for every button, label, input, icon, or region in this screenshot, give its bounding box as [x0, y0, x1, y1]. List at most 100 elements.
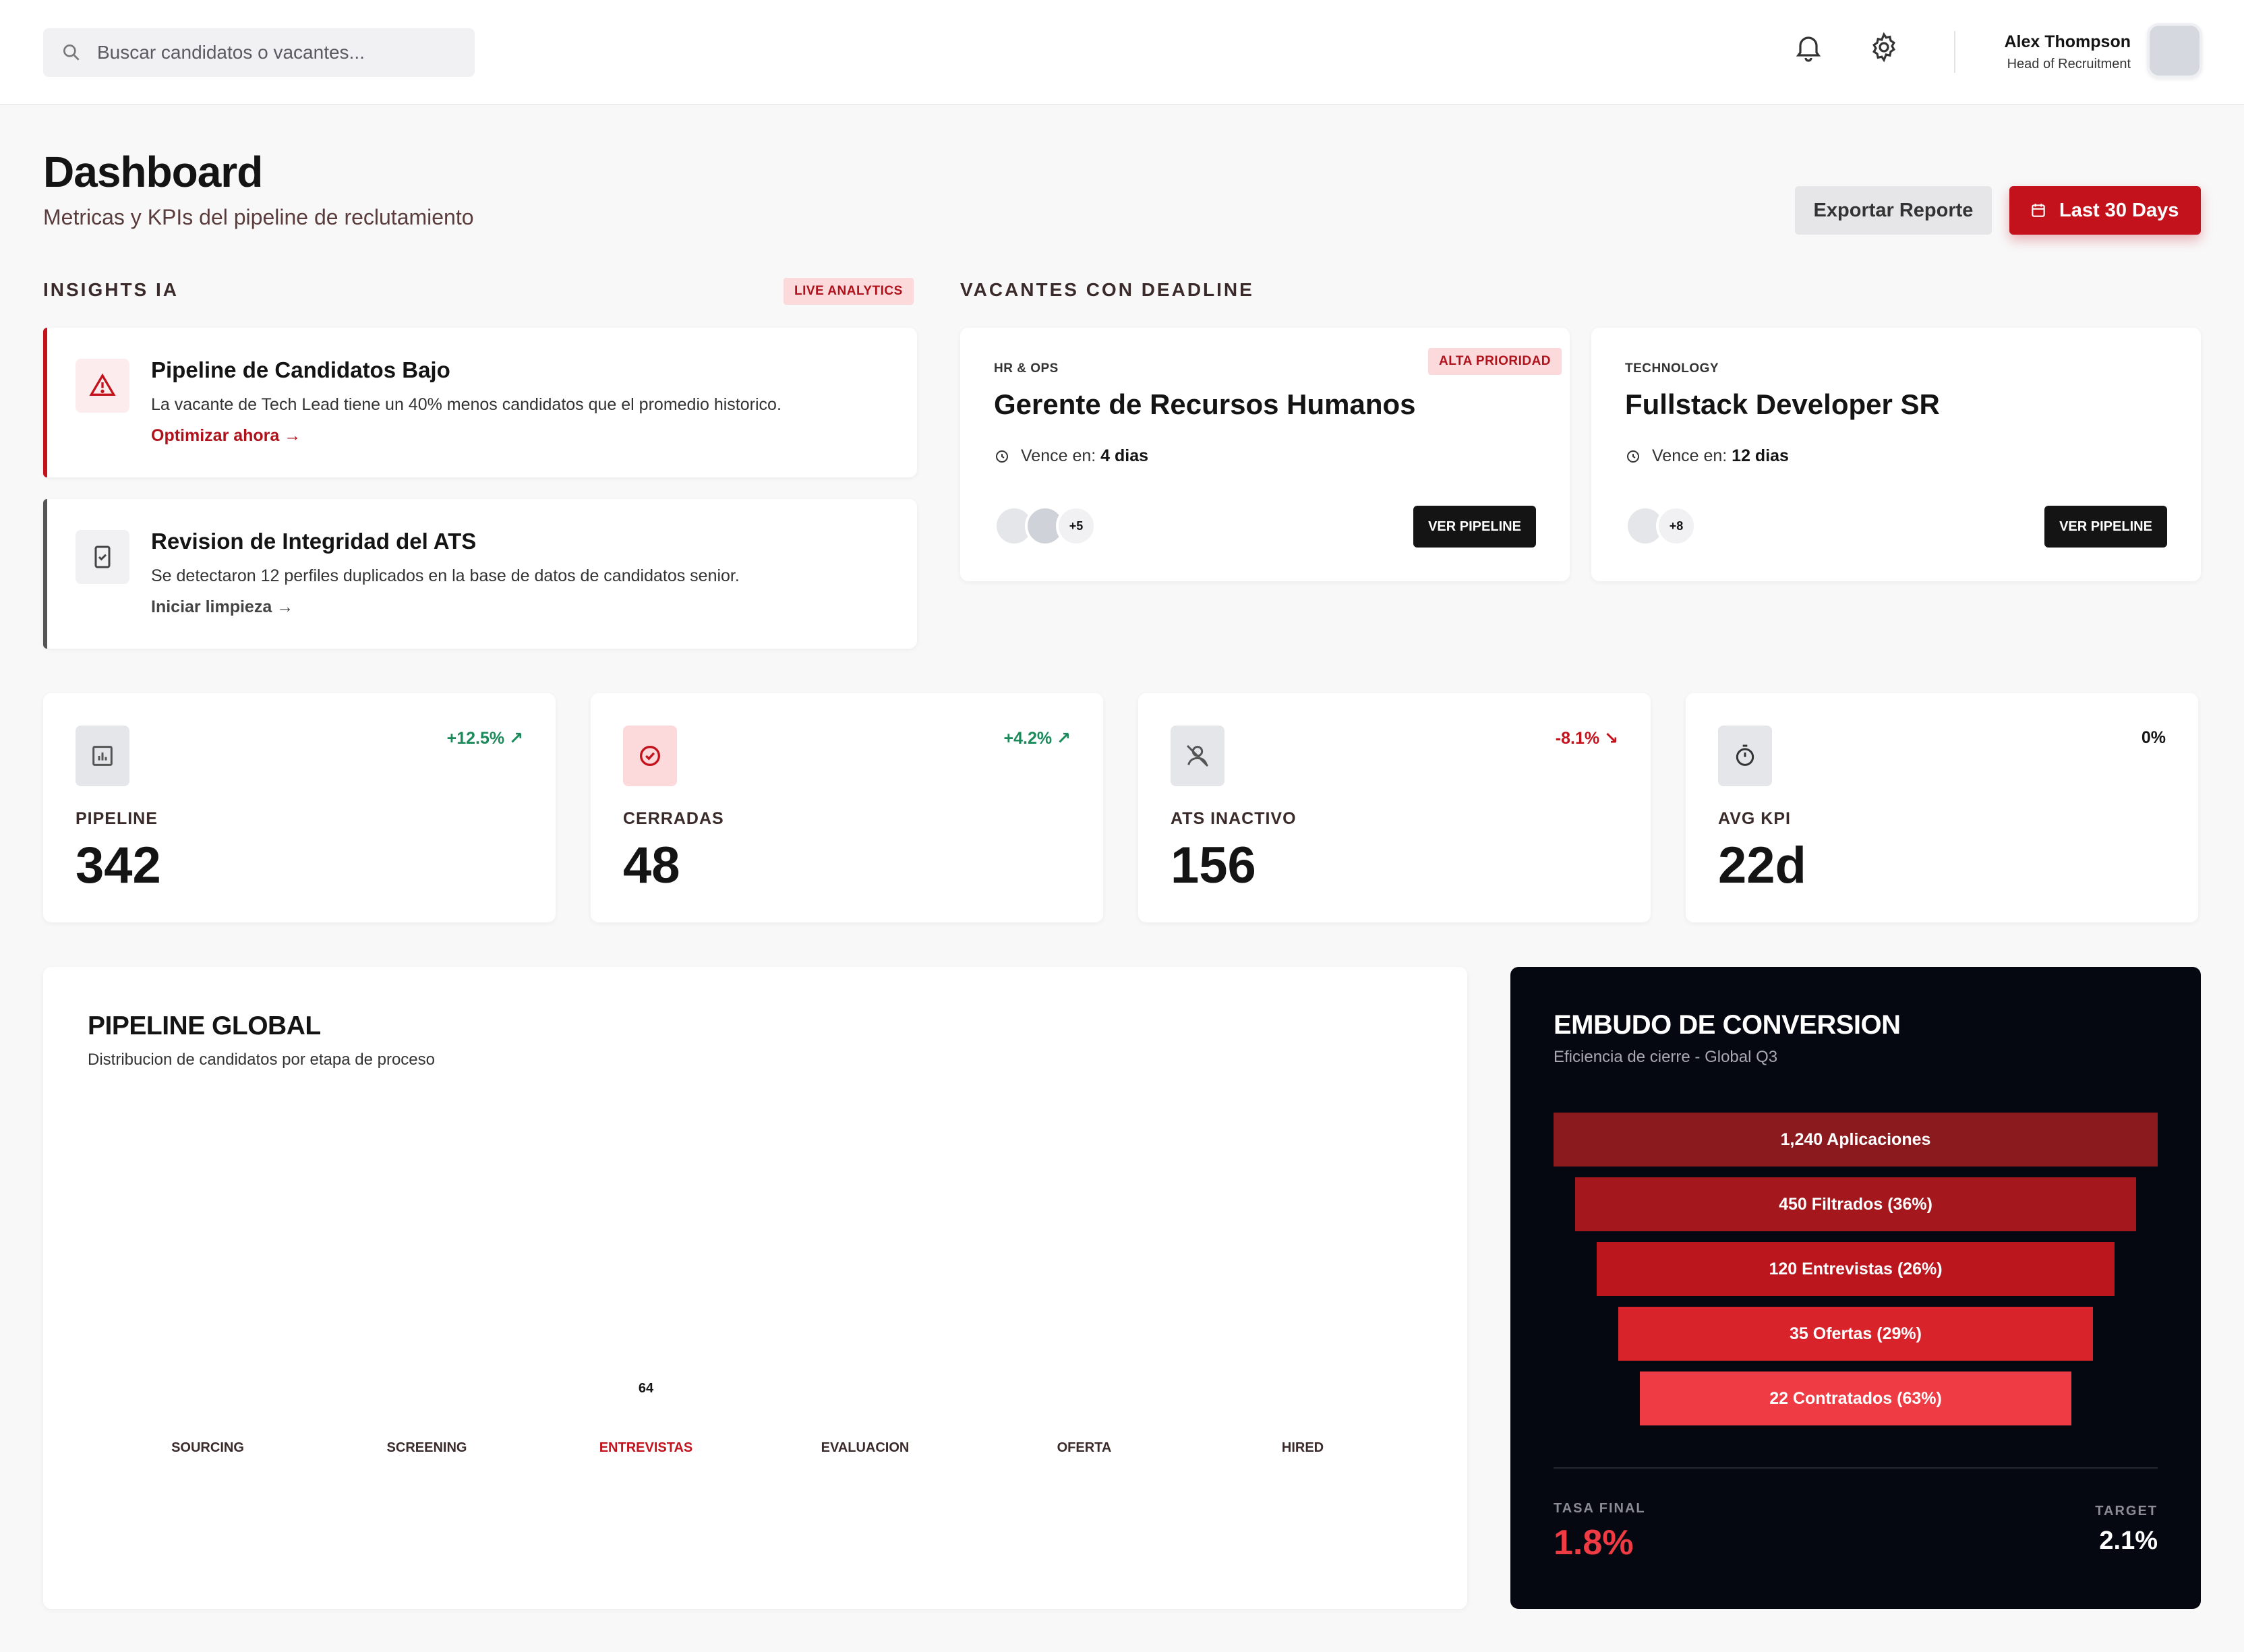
- top-header: Alex Thompson Head of Recruitment: [0, 0, 2244, 105]
- view-pipeline-button[interactable]: VER PIPELINE: [2044, 506, 2167, 548]
- kpi-change-value: -8.1%: [1555, 729, 1600, 748]
- kpi-label: ATS INACTIVO: [1171, 809, 1297, 828]
- insight-description: La vacante de Tech Lead tiene un 40% men…: [151, 395, 781, 414]
- trend-up-icon: ↗: [509, 729, 523, 748]
- insight-icon-box: [76, 530, 129, 584]
- kpi-change-value: 0%: [2141, 728, 2166, 747]
- funnel-step-applications: 1,240 Aplicaciones: [1554, 1113, 2158, 1167]
- kpi-change: +4.2% ↗: [1004, 728, 1071, 748]
- pipeline-subtitle: Distribucion de candidatos por etapa de …: [88, 1051, 435, 1069]
- insight-title: Pipeline de Candidatos Bajo: [151, 357, 450, 382]
- optimize-now-link[interactable]: Optimizar ahora →: [151, 426, 301, 446]
- search-bar[interactable]: [43, 28, 475, 77]
- insight-card-pipeline: Pipeline de Candidatos Bajo La vacante d…: [43, 328, 917, 477]
- funnel-divider: [1554, 1467, 2158, 1469]
- funnel-step-filtered: 450 Filtrados (36%): [1575, 1177, 2136, 1231]
- final-rate-value: 1.8%: [1554, 1523, 1634, 1562]
- start-cleanup-link[interactable]: Iniciar limpieza →: [151, 597, 293, 617]
- vacancy-department: HR & OPS: [994, 361, 1059, 376]
- insight-icon-box: [76, 359, 129, 413]
- stage-label-evaluacion[interactable]: EVALUACION: [821, 1440, 910, 1455]
- insight-title: Revision de Integridad del ATS: [151, 529, 477, 554]
- kpi-label: PIPELINE: [76, 809, 158, 828]
- conversion-funnel-card: EMBUDO DE CONVERSION Eficiencia de cierr…: [1510, 967, 2201, 1609]
- funnel-title: EMBUDO DE CONVERSION: [1554, 1010, 1901, 1040]
- stage-label-oferta[interactable]: OFERTA: [1057, 1440, 1112, 1455]
- trend-up-icon: ↗: [1057, 729, 1071, 748]
- vacancy-department: TECHNOLOGY: [1625, 361, 1719, 376]
- vacancy-due: Vence en: 12 dias: [1625, 446, 1789, 466]
- target-label: TARGET: [2095, 1504, 2158, 1518]
- gear-icon[interactable]: [1868, 31, 1900, 63]
- avatar[interactable]: [2147, 23, 2202, 78]
- user-off-icon: [1186, 744, 1209, 767]
- kpi-label: AVG KPI: [1718, 809, 1791, 828]
- search-icon: [63, 45, 80, 61]
- funnel-step-offers: 35 Ofertas (29%): [1618, 1307, 2093, 1361]
- stopwatch-icon: [1736, 744, 1754, 766]
- insight-description: Se detectaron 12 perfiles duplicados en …: [151, 566, 740, 585]
- due-value: 12 dias: [1732, 446, 1789, 465]
- due-value: 4 dias: [1100, 446, 1149, 465]
- kpi-change: -8.1% ↘: [1556, 728, 1618, 748]
- kpi-label: CERRADAS: [623, 809, 724, 828]
- stage-label-sourcing[interactable]: SOURCING: [171, 1440, 244, 1455]
- kpi-change-value: +12.5%: [446, 729, 505, 748]
- kpi-icon-box: [623, 726, 677, 786]
- stage-label-hired[interactable]: HIRED: [1281, 1440, 1324, 1455]
- header-divider: [1954, 31, 1955, 73]
- bar-chart-icon: [92, 746, 113, 766]
- funnel-step-hired: 22 Contratados (63%): [1640, 1371, 2071, 1425]
- stage-label-entrevistas[interactable]: ENTREVISTAS: [599, 1440, 693, 1455]
- date-range-label: Last 30 Days: [2059, 200, 2179, 221]
- view-pipeline-button[interactable]: VER PIPELINE: [1413, 506, 1536, 548]
- pipeline-chart-card: PIPELINE GLOBAL Distribucion de candidat…: [43, 967, 1467, 1609]
- insight-action-label: Optimizar ahora: [151, 426, 280, 445]
- export-report-button[interactable]: Exportar Reporte: [1795, 186, 1992, 235]
- bell-icon[interactable]: [1792, 31, 1825, 63]
- live-analytics-badge: LIVE ANALYTICS: [784, 278, 914, 305]
- page-title: Dashboard: [43, 148, 263, 196]
- clock-icon: [1627, 450, 1639, 463]
- due-label: Vence en:: [1652, 446, 1728, 465]
- kpi-change: 0%: [2142, 728, 2166, 748]
- kpi-value: 22d: [1718, 837, 1806, 894]
- funnel-step-interviews: 120 Entrevistas (26%): [1597, 1242, 2115, 1296]
- vacancy-due: Vence en: 4 dias: [994, 446, 1148, 466]
- user-name: Alex Thompson: [2004, 32, 2131, 51]
- more-candidates-count: +5: [1056, 506, 1096, 546]
- insight-accent-bar: [43, 328, 47, 477]
- kpi-value: 342: [76, 837, 161, 894]
- user-role: Head of Recruitment: [2007, 57, 2131, 71]
- check-circle-icon: [640, 746, 660, 766]
- stage-value-entrevistas: 64: [638, 1381, 654, 1396]
- calendar-icon: [2032, 204, 2045, 217]
- vacancy-title: Fullstack Developer SR: [1625, 388, 1940, 420]
- kpi-icon-box: [1171, 726, 1224, 786]
- vacancy-card-dev: TECHNOLOGY Fullstack Developer SR Vence …: [1591, 328, 2201, 581]
- kpi-card-pipeline: +12.5% ↗ PIPELINE 342: [43, 693, 556, 922]
- vacancies-section-label: VACANTES CON DEADLINE: [960, 279, 1254, 300]
- alert-triangle-icon: [89, 373, 116, 396]
- arrow-right-icon: →: [284, 426, 301, 445]
- kpi-change: +12.5% ↗: [447, 728, 523, 748]
- trend-down-icon: ↘: [1604, 729, 1618, 748]
- kpi-icon-box: [76, 726, 129, 786]
- clock-icon: [996, 450, 1008, 463]
- clipboard-check-icon: [94, 545, 111, 568]
- search-input[interactable]: [97, 28, 461, 77]
- kpi-icon-box: [1718, 726, 1772, 786]
- kpi-change-value: +4.2%: [1003, 729, 1053, 748]
- kpi-card-ats-inactive: -8.1% ↘ ATS INACTIVO 156: [1138, 693, 1651, 922]
- vacancy-title: Gerente de Recursos Humanos: [994, 388, 1416, 420]
- more-candidates-count: +8: [1656, 506, 1696, 546]
- arrow-right-icon: →: [276, 597, 294, 616]
- due-label: Vence en:: [1021, 446, 1096, 465]
- insight-card-ats: Revision de Integridad del ATS Se detect…: [43, 499, 917, 649]
- stage-label-screening[interactable]: SCREENING: [386, 1440, 467, 1455]
- pipeline-title: PIPELINE GLOBAL: [88, 1011, 321, 1040]
- date-range-button[interactable]: Last 30 Days: [2009, 186, 2201, 235]
- insights-section-label: INSIGHTS IA: [43, 279, 179, 300]
- priority-badge: ALTA PRIORIDAD: [1428, 348, 1562, 375]
- kpi-card-avg: 0% AVG KPI 22d: [1686, 693, 2198, 922]
